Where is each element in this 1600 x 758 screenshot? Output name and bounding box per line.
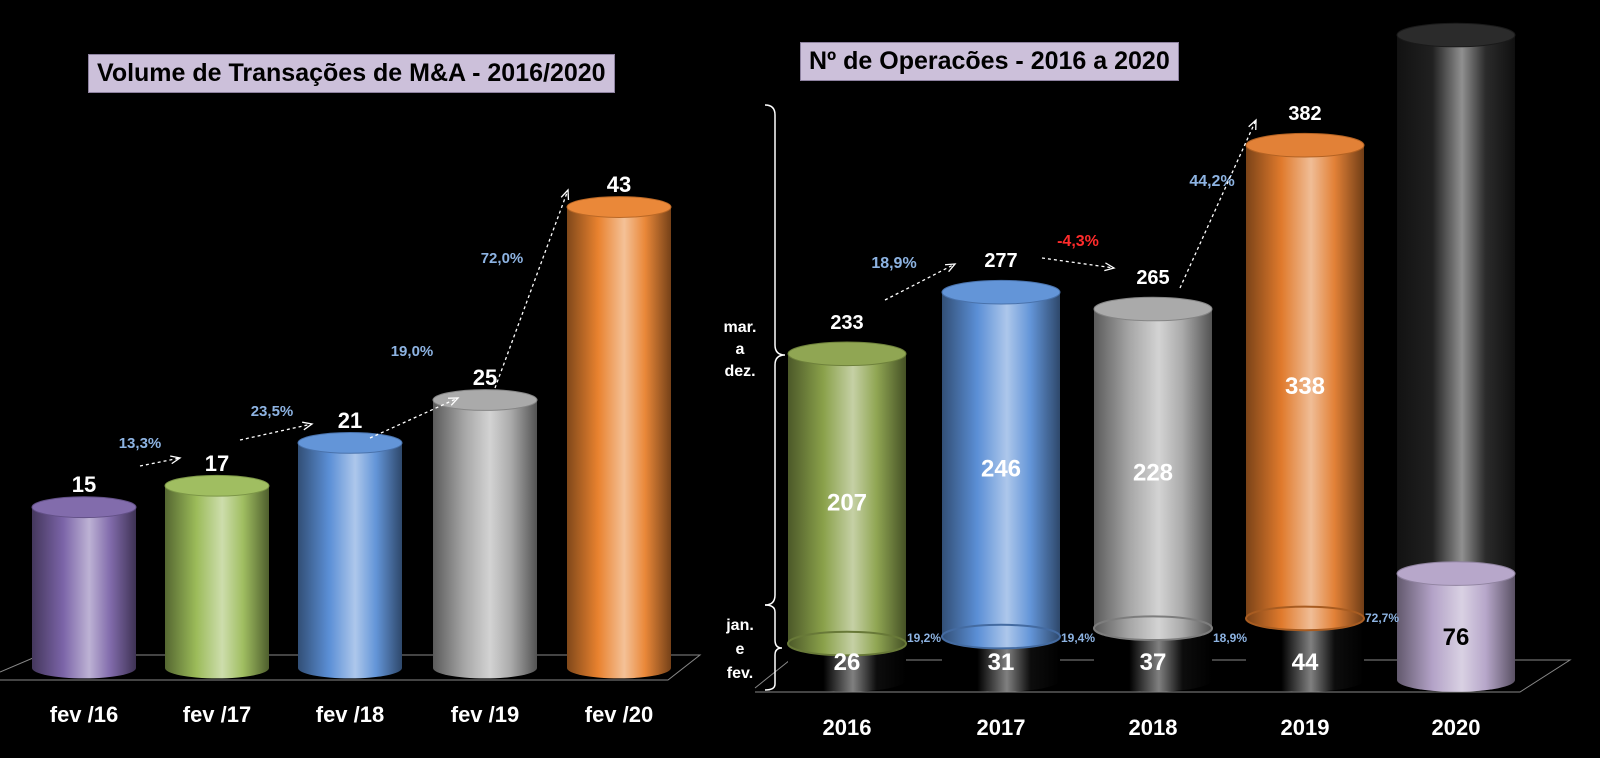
bracket-upper-label: mar. [724,319,757,336]
right-bar-upper-2-body [1094,309,1212,640]
left-value-label: 43 [607,172,631,197]
right-floor [754,659,1572,693]
right-x-tick-label: 2016 [823,715,872,740]
right-upper-value-label: 246 [981,455,1021,482]
right-bar-lower-2-body [1094,628,1212,692]
bracket-upper-label: a [736,341,745,358]
left-bar-0-top [31,496,137,519]
bracket-lower-label: e [736,641,745,658]
left-growth-arrow-head [560,188,570,201]
right-total-growth-label: 18,9% [871,255,916,272]
right-bar-2020-ghost-body [1397,35,1515,692]
left-bar-2-body [298,442,402,679]
left-growth-arrow-head [447,397,460,406]
left-x-tick-label: fev /17 [183,702,252,727]
left-bar-3-body [433,400,537,679]
bracket-upper [764,104,786,606]
left-growth-arrow [369,397,459,439]
segment-divider [787,630,907,657]
right-chart-title: Nº de Operacões - 2016 a 2020 [800,42,1179,81]
left-x-tick-label: fev /19 [451,702,520,727]
right-lower-value-label: 37 [1140,649,1167,676]
right-bar-upper-1-body [942,292,1060,649]
left-growth-arrow [239,423,313,441]
left-growth-label: 23,5% [251,403,294,420]
right-growth-arrow [1179,119,1257,289]
left-x-tick-label: fev /18 [316,702,385,727]
right-lower-value-label: 76 [1443,624,1470,651]
right-bar-lower-4-body [1397,573,1515,692]
right-jan-fev-growth-label: 19,2% [907,631,941,645]
left-growth-label: 13,3% [119,435,162,452]
left-value-label: 21 [338,408,362,433]
bracket-lower-label: jan. [725,617,754,634]
left-bar-3-top [432,389,538,411]
right-jan-fev-growth-label: 72,7% [1365,611,1399,625]
right-upper-value-label: 228 [1133,460,1173,487]
left-bar-0-body [32,507,136,679]
left-x-tick-label: fev /20 [585,702,654,727]
right-total-label: 277 [984,250,1017,272]
left-chart-title: Volume de Transações de M&A - 2016/2020 [88,54,615,93]
right-x-tick-label: 2020 [1432,715,1481,740]
right-lower-value-label: 44 [1292,649,1319,676]
right-bar-2020-ghost-top [1396,22,1516,48]
right-x-tick-label: 2018 [1129,715,1178,740]
right-bar-upper-1-top [941,279,1061,305]
right-bar-upper-3-body [1246,145,1364,631]
right-growth-arrow [1041,257,1115,269]
right-bar-upper-3-top [1245,132,1365,158]
left-growth-label: 19,0% [391,343,434,360]
right-x-tick-label: 2017 [977,715,1026,740]
left-value-label: 17 [205,451,229,476]
left-growth-arrow-head [170,455,182,465]
segment-divider [1245,605,1365,632]
left-growth-arrow [139,457,181,467]
segment-divider [941,623,1061,650]
right-upper-value-label: 338 [1285,373,1325,400]
left-bar-1-top [164,474,270,497]
right-growth-arrow [884,263,956,301]
segment-divider [1093,615,1213,642]
left-growth-arrow-head [302,421,314,431]
right-total-label: 233 [830,312,863,334]
right-growth-arrow-head [1104,262,1116,272]
right-lower-value-label: 26 [834,649,861,676]
left-x-tick-label: fev /16 [50,702,119,727]
left-bar-4-body [567,207,671,679]
right-total-label: 265 [1136,267,1169,289]
left-floor [0,654,702,681]
right-bar-lower-3-body [1246,618,1364,692]
left-bar-2-top [297,431,403,454]
right-total-growth-label: -4,3% [1057,233,1099,250]
bracket-upper-label: dez. [724,363,755,380]
right-growth-arrow-head [1248,118,1257,131]
bracket-lower [764,604,783,691]
right-bar-lower-4-top [1396,561,1516,586]
right-bar-lower-1-body [942,636,1060,692]
left-bar-4-top [566,196,672,218]
right-lower-value-label: 31 [988,649,1015,676]
left-bar-1-body [165,485,269,679]
right-jan-fev-growth-label: 19,4% [1061,631,1095,645]
right-x-tick-label: 2019 [1281,715,1330,740]
left-value-label: 25 [473,365,497,390]
right-bar-upper-2-top [1093,296,1213,322]
bracket-lower-label: fev. [727,665,753,682]
right-upper-value-label: 207 [827,490,867,517]
right-total-growth-label: 44,2% [1189,173,1234,190]
right-bar-lower-0-body [788,643,906,692]
right-growth-arrow-head [944,263,957,273]
left-growth-arrow [494,189,569,389]
right-jan-fev-growth-label: 18,9% [1213,631,1247,645]
right-total-label: 382 [1288,103,1321,125]
right-bar-upper-0-body [788,353,906,656]
right-bar-upper-0-top [787,341,907,367]
left-growth-label: 72,0% [481,250,524,267]
left-value-label: 15 [72,472,96,497]
